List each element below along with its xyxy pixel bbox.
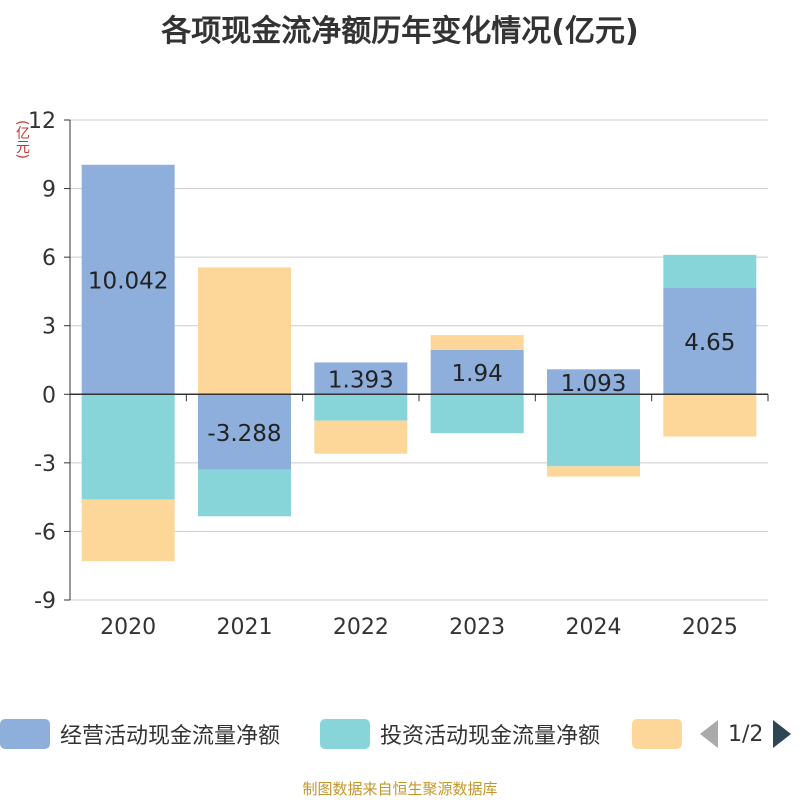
y-tick-label-7: -9 bbox=[34, 589, 56, 614]
legend-page-indicator: 1/2 bbox=[728, 721, 764, 747]
y-tick-label-4: 0 bbox=[42, 383, 56, 408]
bar-s0-2022 bbox=[314, 362, 408, 395]
bar-s0-2023 bbox=[430, 349, 524, 395]
y-tick-label-3: 3 bbox=[42, 315, 56, 340]
bar-s0-2024 bbox=[547, 369, 640, 395]
legend-item-financing[interactable] bbox=[632, 714, 692, 754]
y-tick-label-0: 12 bbox=[28, 109, 56, 134]
bar-s2-2021 bbox=[198, 267, 291, 395]
x-tick-label-2023: 2023 bbox=[449, 615, 505, 640]
legend-pager: 1/2 bbox=[700, 714, 792, 754]
x-tick-label-2021: 2021 bbox=[217, 615, 273, 640]
bar-s2-2025 bbox=[663, 394, 757, 437]
legend-swatch-financing bbox=[632, 719, 682, 749]
legend-swatch-operating bbox=[0, 719, 50, 749]
data-label-2020: 10.042 bbox=[88, 269, 168, 295]
data-source: 制图数据来自恒生聚源数据库 bbox=[302, 780, 498, 798]
y-tick-label-5: -3 bbox=[34, 452, 56, 477]
legend-label-operating: 经营活动现金流量净额 bbox=[60, 724, 281, 749]
y-tick-label-1: 9 bbox=[42, 178, 56, 203]
chart-area: 12 9 6 3 0 -3 -6 -9 2020 2021 2022 2023 2024 2025 10.0… bbox=[28, 109, 769, 640]
data-label-2022: 1.393 bbox=[328, 367, 394, 393]
legend-item-investing[interactable]: 投资活动现金流量净额 bbox=[320, 714, 600, 754]
bar-s1-2025 bbox=[663, 254, 757, 288]
bar-s1-2021 bbox=[198, 469, 291, 517]
x-tick-label-2024: 2024 bbox=[566, 615, 622, 640]
x-tick-label-2025: 2025 bbox=[682, 615, 738, 640]
x-tick-label-2020: 2020 bbox=[100, 615, 156, 640]
data-label-2025: 4.65 bbox=[684, 330, 735, 356]
legend-swatch-investing bbox=[320, 719, 370, 749]
bar-s0-2025 bbox=[663, 288, 757, 395]
bar-s1-2022 bbox=[314, 394, 408, 421]
bar-s1-2024 bbox=[547, 394, 640, 467]
bar-s2-2022 bbox=[314, 420, 408, 454]
bar-s2-2023 bbox=[430, 335, 524, 350]
bar-s0-2021 bbox=[198, 394, 291, 470]
x-tick-label-2022: 2022 bbox=[333, 615, 389, 640]
legend-item-operating[interactable]: 经营活动现金流量净额 bbox=[0, 714, 280, 754]
y-axis-unit: (亿元) bbox=[14, 120, 30, 159]
data-label-2021: -3.288 bbox=[207, 421, 281, 447]
legend-label-investing: 投资活动现金流量净额 bbox=[380, 724, 601, 749]
bar-s0-2020 bbox=[81, 164, 175, 395]
legend: 经营活动现金流量净额 投资活动现金流量净额 1/2 bbox=[0, 714, 800, 754]
chart-title: 各项现金流净额历年变化情况(亿元) bbox=[161, 14, 639, 49]
legend-prev-icon[interactable] bbox=[700, 720, 718, 748]
bar-s1-2020 bbox=[81, 394, 175, 500]
y-tick-label-2: 6 bbox=[42, 246, 56, 271]
data-label-2023: 1.94 bbox=[452, 361, 503, 387]
legend-next-icon[interactable] bbox=[773, 720, 792, 748]
data-label-2024: 1.093 bbox=[561, 371, 627, 397]
bar-s2-2020 bbox=[81, 499, 175, 562]
bar-s2-2024 bbox=[547, 466, 640, 477]
y-tick-label-6: -6 bbox=[34, 520, 56, 545]
bar-s1-2023 bbox=[430, 394, 524, 434]
